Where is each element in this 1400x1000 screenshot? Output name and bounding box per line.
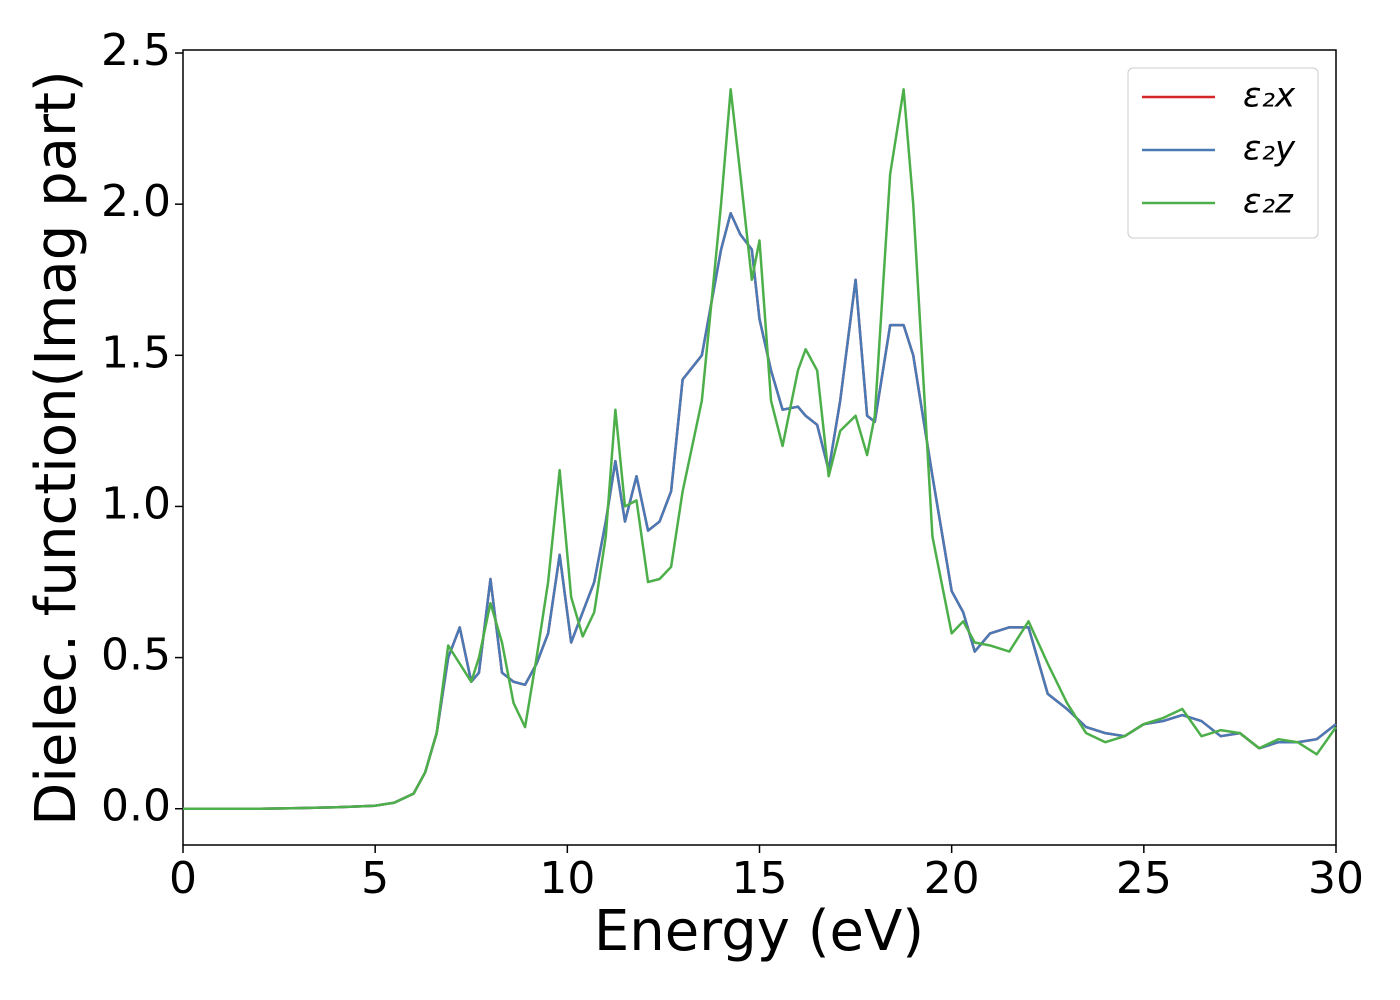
data-line — [183, 88, 1338, 810]
x-tick-label: 25 — [1116, 853, 1172, 904]
data-line — [183, 211, 1337, 810]
y-tick-label: 0.5 — [101, 630, 171, 681]
data-line — [183, 211, 1337, 810]
y-axis-label: Dielec. function(Imag part) — [24, 70, 89, 826]
x-tick-label: 20 — [924, 853, 980, 904]
legend-label: ε₂y — [1243, 129, 1296, 169]
y-tick-label: 1.0 — [101, 478, 171, 529]
x-tick-label: 30 — [1308, 853, 1364, 904]
x-tick-label: 5 — [361, 853, 389, 904]
y-tick-label: 1.5 — [101, 327, 171, 378]
y-tick-label: 2.5 — [101, 25, 171, 76]
legend-label: ε₂x — [1243, 76, 1296, 116]
x-tick-label: 10 — [539, 853, 595, 904]
y-tick-label: 2.0 — [101, 176, 171, 227]
x-tick-label: 0 — [169, 853, 197, 904]
legend-box — [1127, 67, 1319, 239]
x-tick-label: 15 — [732, 853, 788, 904]
legend-label: ε₂z — [1243, 182, 1294, 222]
x-axis-label: Energy (eV) — [594, 899, 924, 964]
y-tick-label: 0.0 — [101, 781, 171, 832]
